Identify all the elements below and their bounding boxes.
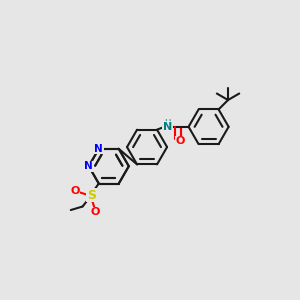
Text: N: N [84, 161, 93, 171]
Text: S: S [87, 189, 96, 202]
Text: O: O [91, 207, 100, 217]
Text: H: H [164, 119, 171, 128]
Text: O: O [70, 187, 80, 196]
Text: N: N [94, 144, 103, 154]
Text: N: N [163, 122, 172, 132]
Text: O: O [176, 136, 185, 146]
Text: N: N [94, 144, 103, 154]
Text: N: N [84, 161, 93, 171]
